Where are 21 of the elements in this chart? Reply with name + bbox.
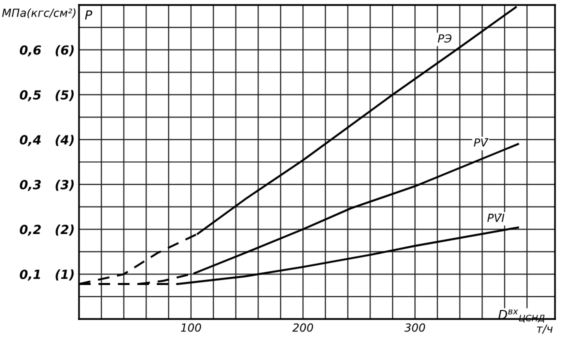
y-tick-label: 0,2 xyxy=(20,224,41,236)
y-tick-label: 0,5 xyxy=(20,90,41,102)
y2-tick-label: (6) xyxy=(56,45,74,56)
annotation: P xyxy=(85,10,92,20)
y-tick-label: 0,4 xyxy=(20,135,41,146)
y2-tick-label: (5) xyxy=(56,90,74,102)
y-tick-label: 0,1 xyxy=(20,270,40,281)
x-tick-label: 200 xyxy=(292,323,314,332)
y2-tick-label: (1) xyxy=(56,269,74,281)
y2-tick-label: (3) xyxy=(56,180,74,191)
y-axis-title: МПа(кгс/см²) xyxy=(2,8,76,18)
y-tick-label: 0,3 xyxy=(20,180,41,191)
y2-tick-label: (4) xyxy=(56,134,74,146)
x-tick-label: 100 xyxy=(180,323,202,332)
x-tick-label: 300 xyxy=(404,323,426,332)
annotation: PЭ xyxy=(438,34,452,43)
y-tick-label: 0,6 xyxy=(20,45,42,56)
annotation: PV̄I xyxy=(487,214,504,222)
text: т/ч xyxy=(536,324,553,334)
annotation: PV̄ xyxy=(474,138,488,147)
y2-tick-label: (2) xyxy=(56,224,74,236)
